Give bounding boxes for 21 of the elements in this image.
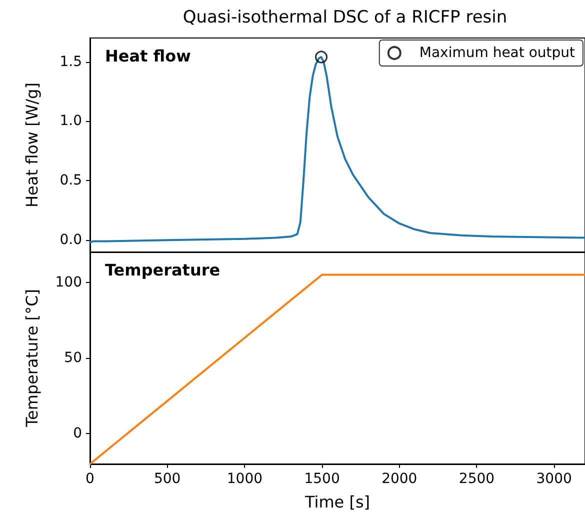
annotation: Heat flow	[105, 46, 192, 66]
x-tick-label: 1500	[304, 471, 340, 487]
y-tick-label: 0.0	[60, 232, 82, 248]
x-axis-title: Time [s]	[304, 492, 370, 512]
x-tick-label: 0	[86, 471, 94, 487]
y-axis-title: Temperature [°C]	[22, 288, 42, 428]
chart-title: Quasi-isothermal DSC of a RICFP resin	[182, 8, 508, 28]
y-axis-title: Heat flow [W/g]	[22, 82, 42, 208]
annotation: Temperature	[105, 260, 220, 280]
y-tick-label: 50	[64, 350, 82, 366]
legend-label: Maximum heat output	[419, 45, 576, 61]
x-tick-label: 2000	[382, 471, 418, 487]
y-tick-label: 1.0	[60, 113, 82, 130]
x-tick-label: 500	[154, 471, 181, 487]
y-tick-label: 100	[55, 274, 82, 290]
x-tick-label: 2500	[458, 471, 495, 487]
y-tick-label: 0.5	[60, 172, 82, 189]
y-tick-label: 0	[73, 426, 82, 442]
x-tick-label: 1000	[226, 471, 263, 487]
x-tick-label: 3000	[536, 471, 572, 487]
y-tick-label: 1.5	[60, 54, 82, 70]
